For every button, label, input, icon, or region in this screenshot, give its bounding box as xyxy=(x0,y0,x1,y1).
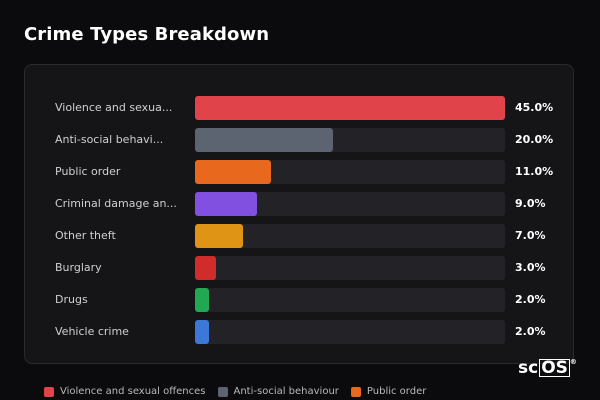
bar[interactable] xyxy=(195,96,505,120)
bar-row: Drugs 2.0% xyxy=(25,288,573,312)
bar-track xyxy=(195,288,505,312)
legend-item[interactable]: Violence and sexual offences xyxy=(44,386,206,397)
chart-legend: Violence and sexual offences Anti-social … xyxy=(44,386,426,397)
chart-title: Crime Types Breakdown xyxy=(24,24,270,45)
bar-row: Burglary 3.0% xyxy=(25,256,573,280)
value-label: 11.0% xyxy=(515,165,554,178)
category-label: Criminal damage an... xyxy=(55,197,177,210)
bar-track xyxy=(195,192,505,216)
category-label: Vehicle crime xyxy=(55,325,129,338)
bar[interactable] xyxy=(195,192,257,216)
bar-track xyxy=(195,96,505,120)
bar-row: Other theft 7.0% xyxy=(25,224,573,248)
value-label: 20.0% xyxy=(515,133,554,146)
value-label: 2.0% xyxy=(515,293,546,306)
brand-logo-box: OS xyxy=(539,358,570,378)
brand-logo: sc OS ® xyxy=(518,358,577,378)
value-label: 7.0% xyxy=(515,229,546,242)
bar-track xyxy=(195,320,505,344)
registered-mark-icon: ® xyxy=(569,358,577,366)
chart-card: Violence and sexua... 45.0% Anti-social be… xyxy=(24,64,574,364)
value-label: 45.0% xyxy=(515,101,554,114)
bar[interactable] xyxy=(195,288,209,312)
category-label: Public order xyxy=(55,165,121,178)
value-label: 3.0% xyxy=(515,261,546,274)
legend-label: Anti-social behaviour xyxy=(233,386,339,397)
category-label: Violence and sexua... xyxy=(55,101,173,114)
bar[interactable] xyxy=(195,320,209,344)
bar-row: Criminal damage an... 9.0% xyxy=(25,192,573,216)
category-label: Anti-social behavi... xyxy=(55,133,164,146)
legend-swatch xyxy=(217,386,228,397)
legend-label: Public order xyxy=(366,386,427,397)
legend-label: Violence and sexual offences xyxy=(60,386,206,397)
category-label: Other theft xyxy=(55,229,116,242)
category-label: Drugs xyxy=(55,293,88,306)
bar-track xyxy=(195,256,505,280)
bar[interactable] xyxy=(195,160,271,184)
bar-track xyxy=(195,224,505,248)
bar[interactable] xyxy=(195,128,333,152)
value-label: 2.0% xyxy=(515,325,546,338)
bar-row: Vehicle crime 2.0% xyxy=(25,320,573,344)
bar-row: Violence and sexua... 45.0% xyxy=(25,96,573,120)
bar-row: Public order 11.0% xyxy=(25,160,573,184)
brand-logo-text: sc xyxy=(518,358,539,378)
legend-swatch xyxy=(350,386,361,397)
bar-track xyxy=(195,128,505,152)
legend-item[interactable]: Public order xyxy=(350,386,427,397)
legend-item[interactable]: Anti-social behaviour xyxy=(217,386,339,397)
bar[interactable] xyxy=(195,224,244,248)
legend-swatch xyxy=(44,386,54,397)
value-label: 9.0% xyxy=(515,197,546,210)
bar-row: Anti-social behavi... 20.0% xyxy=(25,128,573,152)
category-label: Burglary xyxy=(55,261,102,274)
bar[interactable] xyxy=(195,256,216,280)
bar-track xyxy=(195,160,505,184)
